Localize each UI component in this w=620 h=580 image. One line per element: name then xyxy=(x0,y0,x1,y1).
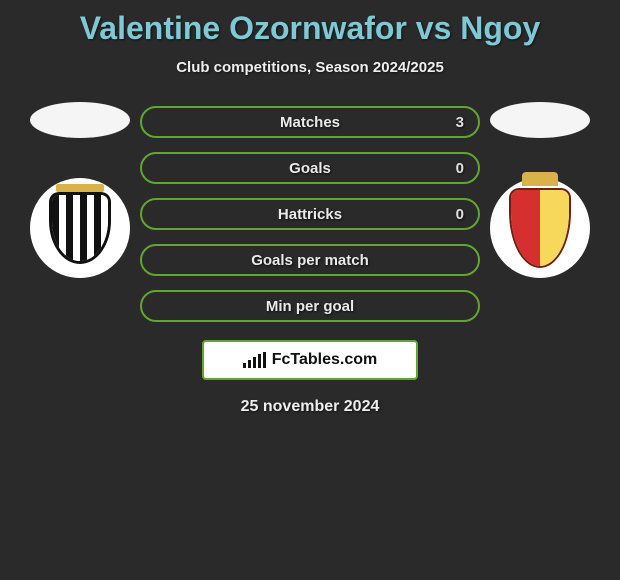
left-club-shield-icon xyxy=(49,192,111,264)
crown-icon xyxy=(56,176,104,192)
stat-row-goals: Goals 0 xyxy=(140,152,480,184)
date-label: 25 november 2024 xyxy=(0,398,620,416)
main-row: Matches 3 Goals 0 Hattricks 0 Goals per … xyxy=(0,106,620,322)
stat-row-matches: Matches 3 xyxy=(140,106,480,138)
stat-label: Matches xyxy=(280,114,340,131)
stats-list: Matches 3 Goals 0 Hattricks 0 Goals per … xyxy=(140,106,480,322)
stat-value: 0 xyxy=(456,206,464,223)
stat-row-goals-per-match: Goals per match xyxy=(140,244,480,276)
right-club-badge xyxy=(490,178,590,278)
brand-label: FcTables.com xyxy=(272,351,378,369)
stat-label: Goals per match xyxy=(251,252,369,269)
stat-label: Goals xyxy=(289,160,331,177)
subtitle: Club competitions, Season 2024/2025 xyxy=(0,59,620,76)
stat-value: 3 xyxy=(456,114,464,131)
stat-label: Min per goal xyxy=(266,298,354,315)
stat-value: 0 xyxy=(456,160,464,177)
right-club-shield-icon xyxy=(509,188,571,268)
stat-row-min-per-goal: Min per goal xyxy=(140,290,480,322)
right-player-column xyxy=(480,106,600,278)
left-player-head-icon xyxy=(30,102,130,138)
stat-row-hattricks: Hattricks 0 xyxy=(140,198,480,230)
page-title: Valentine Ozornwafor vs Ngoy xyxy=(0,0,620,47)
right-player-head-icon xyxy=(490,102,590,138)
bar-chart-icon xyxy=(243,352,266,368)
crown-icon xyxy=(522,172,558,186)
left-club-badge xyxy=(30,178,130,278)
brand-box[interactable]: FcTables.com xyxy=(202,340,418,380)
left-player-column xyxy=(20,106,140,278)
stat-label: Hattricks xyxy=(278,206,342,223)
